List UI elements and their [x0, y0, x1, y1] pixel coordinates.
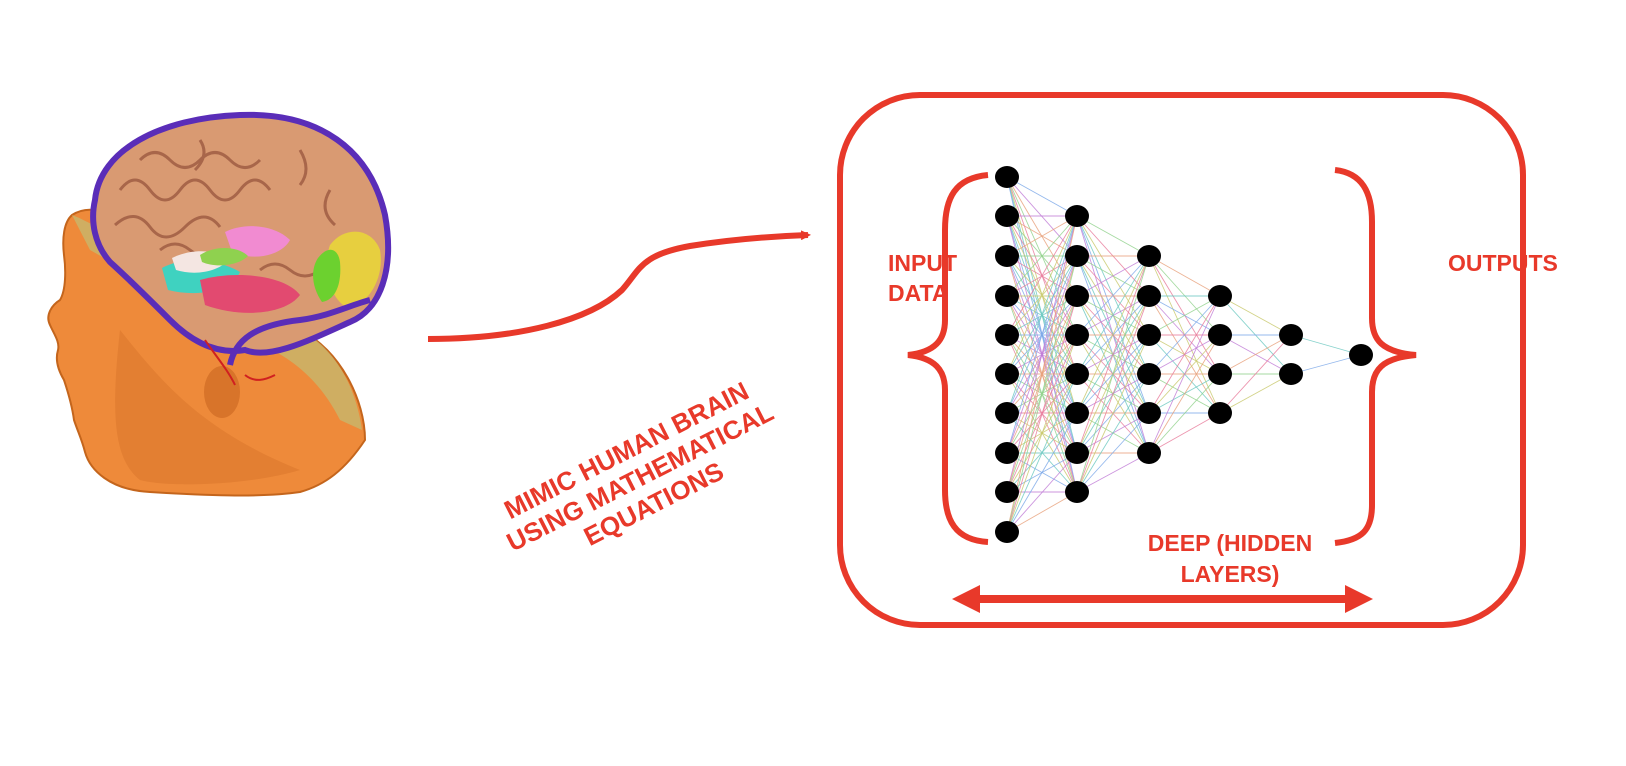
- network-node: [995, 205, 1019, 227]
- network-node: [1208, 363, 1232, 385]
- network-node: [995, 166, 1019, 188]
- network-edge: [1148, 295, 1221, 414]
- network-node: [995, 521, 1019, 543]
- network-edge: [1076, 255, 1150, 454]
- network-nodes: [995, 166, 1373, 543]
- network-node: [1065, 442, 1089, 464]
- network-node: [995, 481, 1019, 503]
- network-edge: [1219, 295, 1292, 336]
- network-node: [995, 285, 1019, 307]
- network-edge: [1076, 412, 1150, 493]
- input-label-line: DATA: [888, 280, 949, 306]
- network-node: [1065, 245, 1089, 267]
- network-edge: [1006, 215, 1078, 257]
- network-edge: [1076, 295, 1150, 493]
- network-edge: [1006, 176, 1078, 217]
- network-edge: [1290, 334, 1362, 356]
- network-edge: [1006, 412, 1078, 533]
- hidden-layers-label: DEEP (HIDDEN LAYERS): [1110, 528, 1350, 590]
- network-edge: [1006, 491, 1078, 533]
- network-node: [1065, 324, 1089, 346]
- network-node: [1137, 442, 1161, 464]
- blood-vessel: [227, 297, 371, 366]
- network-edge: [1006, 215, 1078, 297]
- network-edge: [1219, 334, 1292, 414]
- network-node: [1065, 285, 1089, 307]
- network-node: [995, 363, 1019, 385]
- network-node: [995, 324, 1019, 346]
- network-edge: [1076, 255, 1150, 336]
- network-edge: [1006, 215, 1078, 414]
- head-shading: [115, 330, 301, 485]
- network-node: [1279, 363, 1303, 385]
- network-edge: [1006, 215, 1078, 336]
- network-edge: [1148, 295, 1221, 454]
- network-edge: [1076, 373, 1150, 493]
- input-data-label: INPUT DATA: [888, 248, 957, 308]
- network-edge: [1219, 334, 1292, 375]
- temporal-region-light-pink: [225, 226, 290, 257]
- head-with-brain-3d-icon: [47, 111, 391, 497]
- network-edge: [1006, 215, 1078, 533]
- hidden-label-line: LAYERS): [1180, 561, 1280, 587]
- ear: [204, 366, 240, 418]
- network-edge: [1148, 295, 1221, 336]
- network-edge: [1006, 255, 1078, 533]
- network-edge: [1290, 354, 1362, 375]
- network-node: [995, 245, 1019, 267]
- network-edge: [1148, 334, 1221, 454]
- network-edge: [1219, 373, 1292, 414]
- network-edge: [1076, 452, 1150, 493]
- network-node: [1065, 402, 1089, 424]
- network-node: [995, 442, 1019, 464]
- temporal-region-lime: [200, 247, 248, 266]
- outputs-label: OUTPUTS: [1448, 250, 1558, 276]
- network-node: [1137, 324, 1161, 346]
- network-node: [1349, 344, 1373, 366]
- network-edge: [1006, 452, 1078, 533]
- network-node: [1137, 285, 1161, 307]
- occipital-region-yellow: [326, 231, 381, 308]
- network-edge: [1148, 295, 1221, 375]
- network-edge: [1006, 215, 1078, 493]
- network-edge: [1148, 373, 1221, 454]
- network-node: [1279, 324, 1303, 346]
- network-edge: [1006, 334, 1078, 533]
- network-node: [1208, 324, 1232, 346]
- artery: [204, 339, 276, 386]
- network-node: [1065, 205, 1089, 227]
- network-node: [1208, 285, 1232, 307]
- network-node: [1065, 481, 1089, 503]
- network-edge: [1076, 215, 1150, 257]
- network-edge: [1076, 255, 1150, 297]
- network-edge: [1076, 255, 1150, 414]
- network-edge: [1148, 255, 1221, 297]
- occipital-region-green: [313, 249, 341, 302]
- brain-folds: [113, 139, 337, 278]
- network-edge: [1076, 255, 1150, 493]
- network-node: [1208, 402, 1232, 424]
- network-edge: [1148, 412, 1221, 454]
- input-label-line: INPUT: [888, 250, 957, 276]
- network-node: [1065, 363, 1089, 385]
- output-brace: [1334, 167, 1417, 546]
- network-edge: [1076, 255, 1150, 375]
- network-node: [1137, 363, 1161, 385]
- input-brace: [907, 172, 989, 545]
- network-edge: [1006, 373, 1078, 533]
- network-edge: [1076, 334, 1150, 493]
- temporal-region-pink: [200, 275, 300, 313]
- depth-arrow: [952, 585, 1373, 613]
- hidden-label-line: DEEP (HIDDEN: [1147, 530, 1313, 556]
- network-connections: [1006, 176, 1362, 533]
- connector-arrow: [427, 230, 811, 342]
- network-node: [1137, 402, 1161, 424]
- network-node: [995, 402, 1019, 424]
- network-frame: [837, 92, 1526, 628]
- network-node: [1137, 245, 1161, 267]
- network-edge: [1006, 215, 1078, 375]
